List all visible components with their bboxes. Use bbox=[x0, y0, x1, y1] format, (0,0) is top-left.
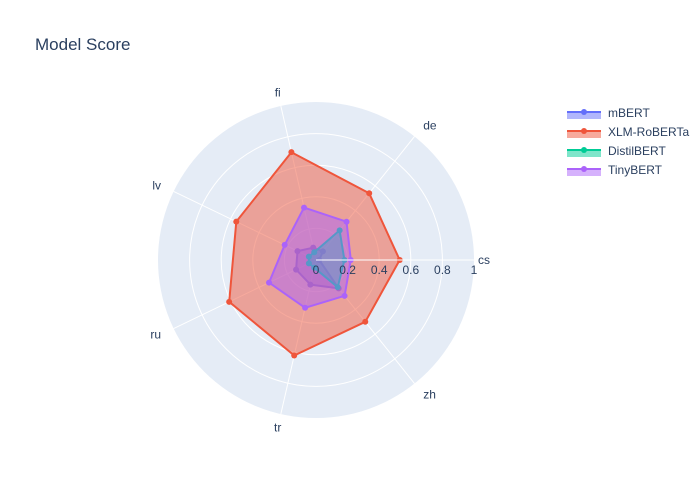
legend-swatch bbox=[567, 131, 601, 138]
polar-plot-area: 0 0.2 0.4 0.6 0.8 1cs de fi lv ru tr zh bbox=[150, 85, 490, 434]
legend-label: mBERT bbox=[608, 106, 650, 120]
legend-swatch bbox=[567, 112, 601, 119]
legend-item-distilbert: DistilBERT bbox=[567, 144, 666, 158]
data-point-xlm-roberta-fi bbox=[288, 149, 295, 156]
category-label-zh: zh bbox=[423, 387, 436, 401]
legend-item-mbert: mBERT bbox=[567, 106, 650, 120]
radial-tick-label: 0.4 bbox=[371, 263, 388, 277]
data-point-tinybert-ru bbox=[266, 279, 273, 286]
radial-tick-label: 0 bbox=[313, 263, 320, 277]
category-label-de: de bbox=[423, 119, 437, 133]
data-point-xlm-roberta-zh bbox=[362, 318, 369, 325]
radial-tick-label: 0.6 bbox=[402, 263, 419, 277]
legend-marker bbox=[581, 128, 587, 134]
legend-marker bbox=[581, 166, 587, 172]
data-point-xlm-roberta-de bbox=[366, 190, 373, 197]
legend-marker bbox=[581, 109, 587, 115]
data-point-tinybert-tr bbox=[302, 304, 309, 311]
legend-label: XLM-RoBERTa bbox=[608, 125, 689, 139]
legend-item-xlm-roberta: XLM-RoBERTa bbox=[567, 125, 689, 139]
category-label-fi: fi bbox=[275, 85, 281, 99]
legend: mBERT XLM-RoBERTa DistilBERT TinyBERT bbox=[567, 106, 689, 177]
data-point-tinybert-fi bbox=[301, 204, 308, 211]
data-point-tinybert-lv bbox=[281, 241, 288, 248]
category-label-ru: ru bbox=[150, 328, 161, 342]
chart-title: Model Score bbox=[35, 35, 130, 54]
radial-tick-label: 0.2 bbox=[339, 263, 356, 277]
radial-tick-label: 1 bbox=[471, 263, 478, 277]
series-area-tinybert bbox=[268, 206, 352, 309]
legend-marker bbox=[581, 147, 587, 153]
data-point-tinybert-zh bbox=[341, 292, 348, 299]
data-point-xlm-roberta-ru bbox=[226, 298, 233, 305]
category-label-lv: lv bbox=[152, 178, 161, 192]
data-point-tinybert-de bbox=[343, 218, 350, 225]
radial-tick-label: 0.8 bbox=[434, 263, 451, 277]
category-label-tr: tr bbox=[274, 421, 281, 435]
category-label-cs: cs bbox=[478, 253, 490, 267]
legend-swatch bbox=[567, 169, 601, 176]
legend-item-tinybert: TinyBERT bbox=[567, 163, 663, 177]
legend-label: TinyBERT bbox=[608, 163, 663, 177]
data-point-xlm-roberta-tr bbox=[291, 352, 298, 359]
legend-swatch bbox=[567, 150, 601, 157]
data-point-xlm-roberta-lv bbox=[233, 218, 240, 225]
legend-label: DistilBERT bbox=[608, 144, 666, 158]
